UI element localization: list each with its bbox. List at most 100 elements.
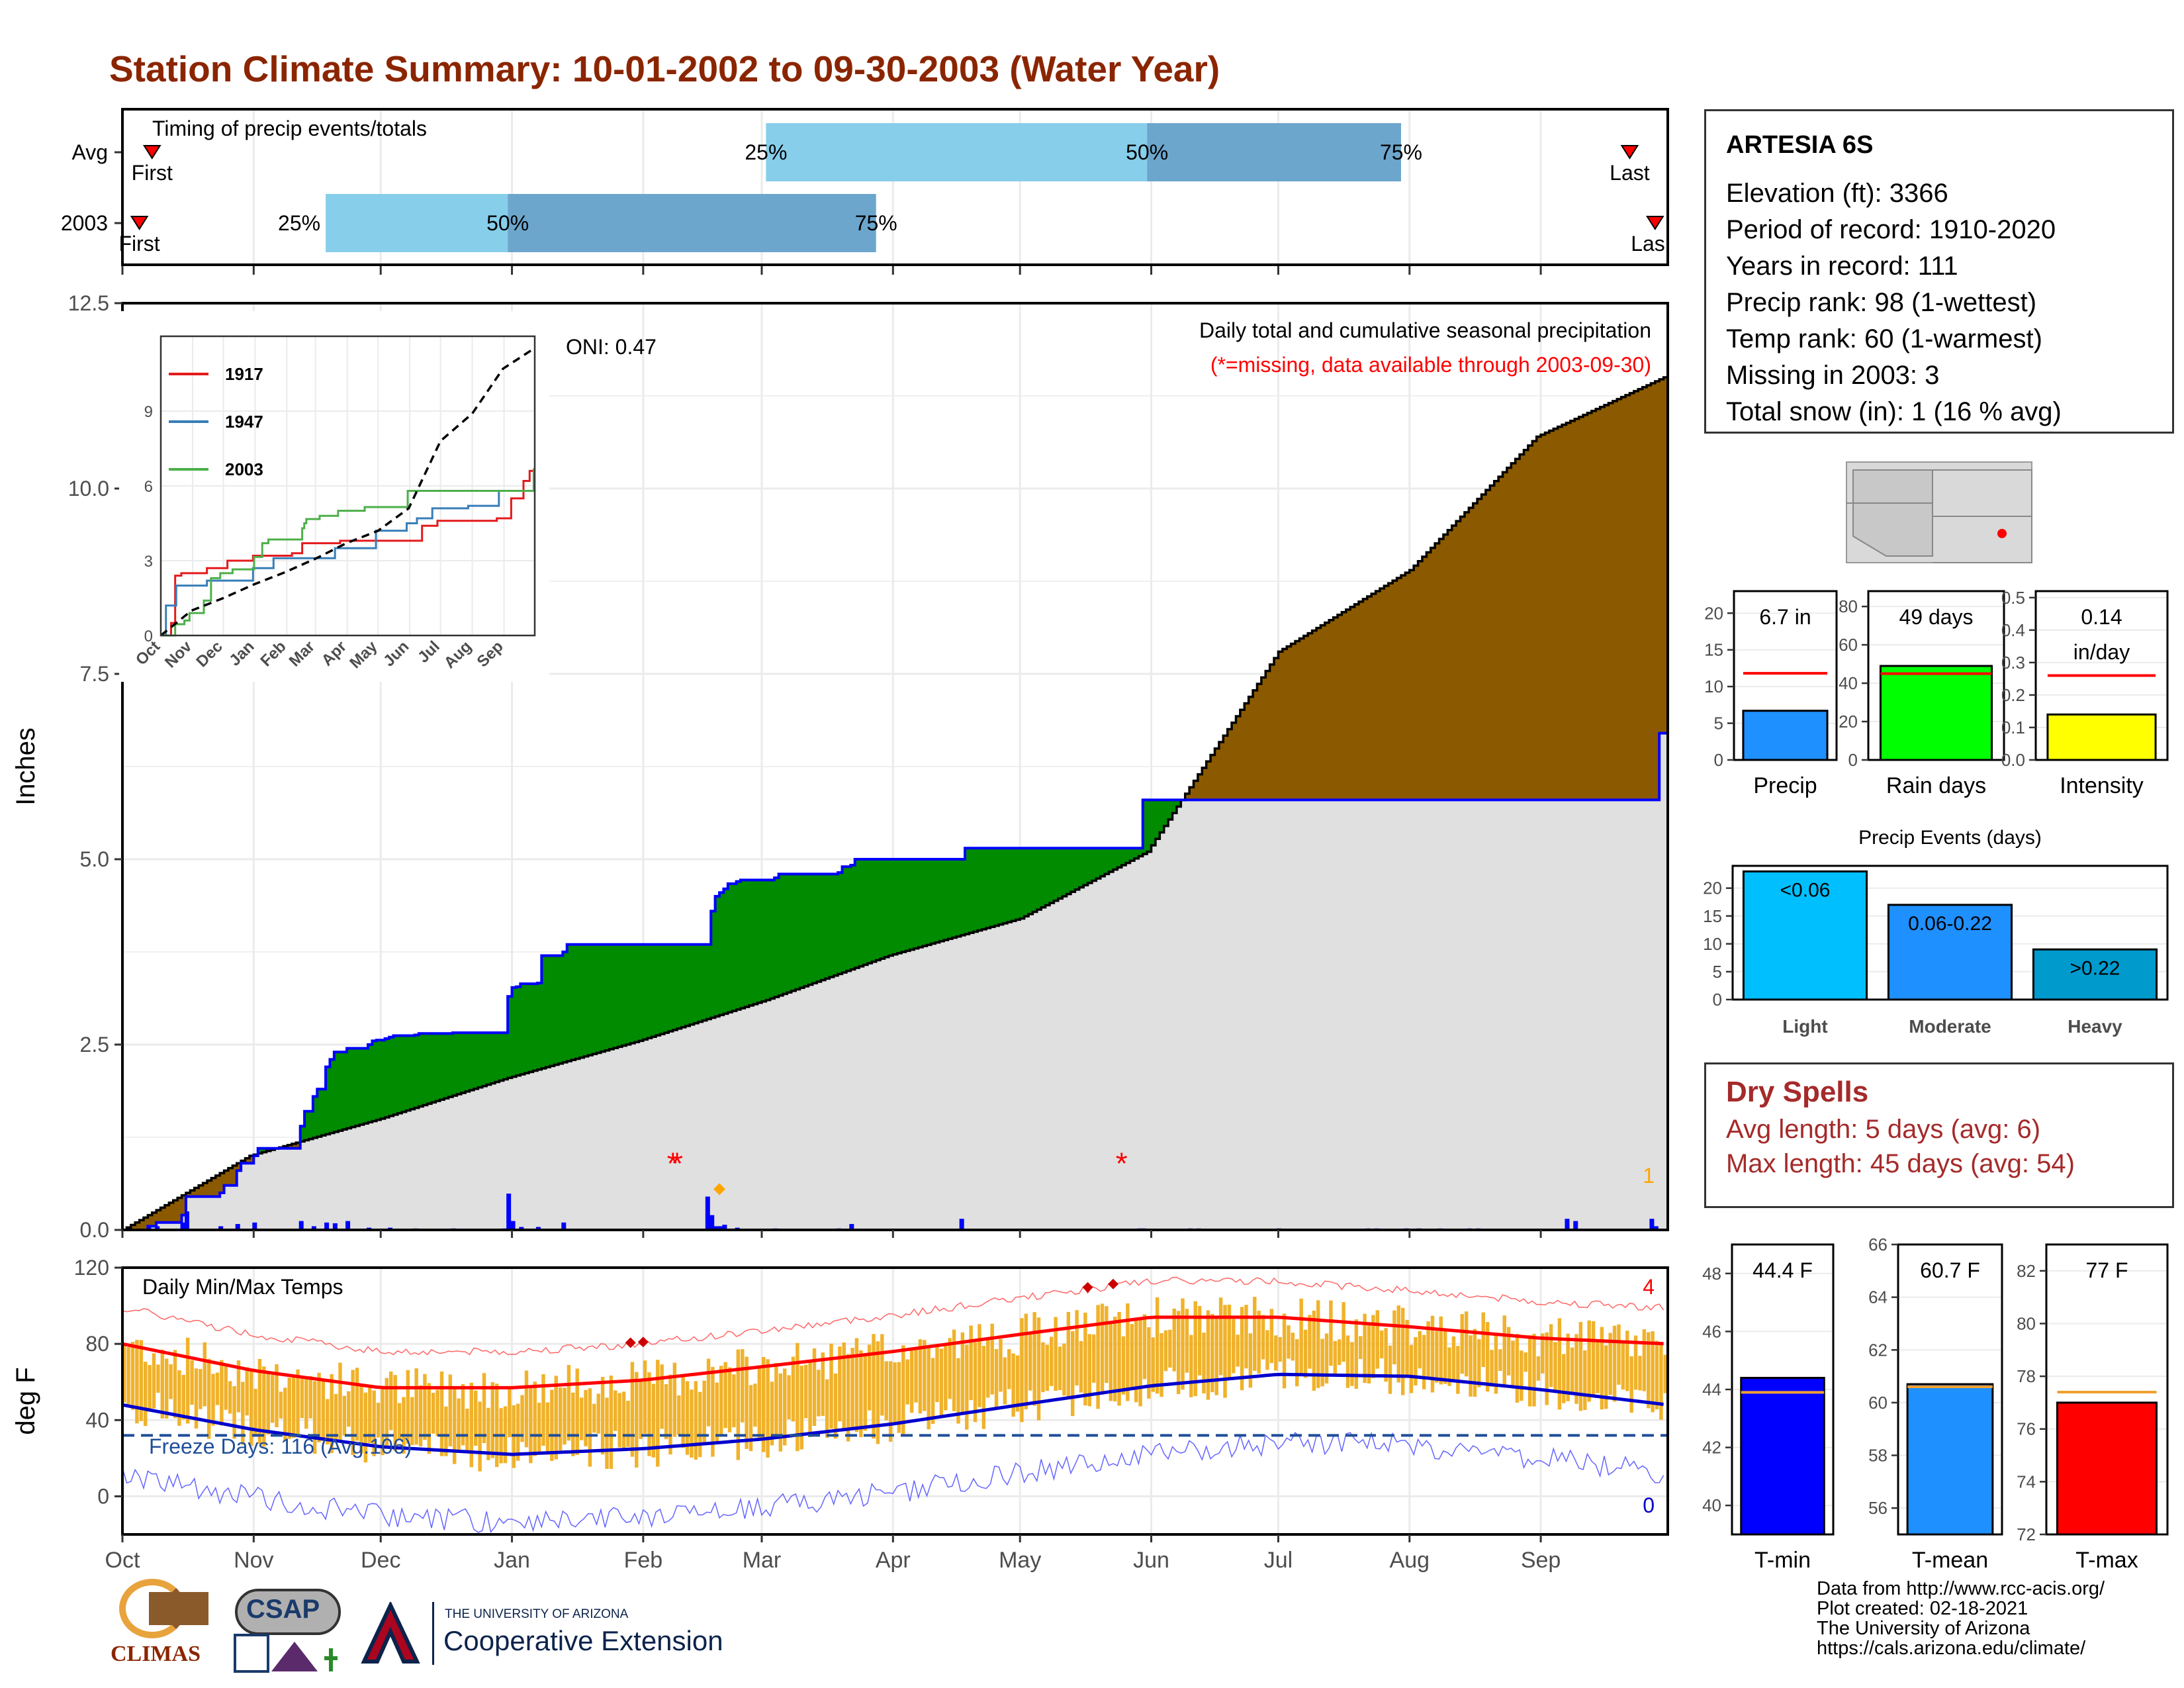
daily-temp-bar: [1312, 1310, 1316, 1391]
cum-y-tick-label: 0.0: [80, 1218, 109, 1242]
daily-temp-bar: [1333, 1340, 1338, 1376]
station-elevation: Elevation (ft): 3366: [1726, 179, 1948, 208]
daily-temp-bar: [727, 1367, 732, 1432]
temp-y-tick-label: 80: [85, 1332, 109, 1356]
daily-temp-bar: [1202, 1333, 1206, 1393]
daily-temp-bar: [1320, 1338, 1324, 1387]
precip-summary-panel: 0 5 10 15 20 6.7 in Precip 0 20 40 60 80 49 days Rain…: [1704, 588, 2169, 798]
daily-temp-bar: [1566, 1333, 1570, 1401]
daily-temp-bar: [452, 1389, 457, 1464]
credits-data-source: Data from http://www.rcc-acis.org/: [1817, 1578, 2105, 1599]
daily-temp-bar: [630, 1362, 635, 1457]
temp-summary-2-y-tick-label: 74: [2017, 1472, 2036, 1491]
credits-url: https://cals.arizona.edu/climate/: [1817, 1638, 2086, 1659]
timing-first-marker: [142, 145, 161, 160]
daily-temp-bar: [702, 1380, 706, 1444]
timing-panel: Timing of precip events/totals Avg First La…: [61, 108, 1669, 275]
daily-temp-bar: [753, 1383, 757, 1427]
month-label: Apr: [876, 1548, 911, 1573]
record-high-marker: [637, 1336, 649, 1348]
daily-temp-bar: [1024, 1313, 1028, 1409]
precip-summary-2-bar: [2046, 713, 2157, 761]
daily-temp-bar: [1451, 1336, 1456, 1380]
temp-summary-0-y-tick-label: 48: [1702, 1264, 1721, 1284]
precip-summary-2-y-tick-label: 0.0: [2001, 750, 2025, 770]
daily-temp-bar: [1342, 1302, 1345, 1362]
daily-temp-bar: [406, 1370, 410, 1444]
daily-temp-bar: [745, 1356, 749, 1449]
record-high-line: [122, 1276, 1664, 1356]
precip-summary-1-border: [1867, 590, 2005, 761]
daily-temp-bar: [1464, 1311, 1469, 1377]
daily-temp-bar: [1011, 1353, 1015, 1417]
record-high-marker: [1107, 1278, 1118, 1289]
daily-temp-bar: [897, 1362, 901, 1433]
temp-summary-0-y-tick-label: 40: [1702, 1495, 1721, 1515]
credits-plot-date: Plot created: 02-18-2021: [1817, 1598, 2028, 1619]
events-bar: [1742, 870, 1868, 1001]
precip-summary-1-y-tick-label: 40: [1839, 673, 1858, 693]
daily-temp-bar: [1359, 1336, 1363, 1360]
daily-temp-bar: [541, 1374, 545, 1446]
daily-precip-bar: [1649, 1219, 1655, 1230]
month-label: Feb: [624, 1548, 663, 1573]
cum-avg-line: [122, 376, 1668, 1231]
precip-summary-2-border: [2034, 590, 2169, 761]
temp-y-tick-label: 0: [97, 1484, 109, 1508]
record-high-count: 4: [1643, 1275, 1655, 1299]
daily-temp-bar: [1054, 1317, 1058, 1391]
cum-y-tick-label: 5.0: [80, 847, 109, 871]
month-label: Aug: [1390, 1548, 1430, 1573]
daily-temp-bar: [694, 1381, 698, 1460]
daily-temp-bar: [1414, 1336, 1418, 1385]
daily-temp-bar: [660, 1364, 664, 1429]
daily-temp-bar: [732, 1374, 736, 1428]
precip-summary-0-y-tick-label: 0: [1714, 750, 1723, 770]
daily-temp-bar: [1100, 1303, 1105, 1395]
daily-temp-bar: [1223, 1305, 1227, 1398]
csap-logo: CSAP: [232, 1585, 347, 1678]
daily-temp-bar: [224, 1366, 228, 1410]
daily-temp-bar: [503, 1406, 508, 1464]
daily-temp-bar: [1426, 1321, 1430, 1378]
station-snow: Total snow (in): 1 (16 % avg): [1726, 397, 2062, 426]
daily-temp-bar: [1147, 1327, 1151, 1399]
daily-temp-bar: [939, 1348, 944, 1416]
precip-summary-1-category-label: Rain days: [1886, 773, 1986, 798]
daily-temp-bar: [1058, 1346, 1062, 1390]
cum-border: [121, 302, 1669, 1231]
daily-temp-bar: [381, 1386, 385, 1456]
daily-temp-bar: [241, 1382, 245, 1445]
station-marker: [1997, 529, 2007, 538]
daily-temp-bar: [156, 1364, 160, 1393]
daily-temp-bar: [893, 1362, 897, 1423]
daily-temp-bar: [1409, 1344, 1414, 1393]
precip-summary-0-y-tick-label: 5: [1714, 714, 1723, 733]
events-bar-label: >0.22: [2070, 957, 2120, 979]
daily-temp-bar: [317, 1372, 321, 1442]
cum-annotation: Daily total and cumulative seasonal prec…: [1199, 318, 1651, 342]
daily-temp-bar: [1278, 1337, 1282, 1362]
daily-temp-bar: [944, 1345, 948, 1411]
temp-summary-2-y-tick-label: 82: [2017, 1261, 2036, 1281]
daily-temp-bar: [1257, 1311, 1261, 1374]
month-label: Sep: [1521, 1548, 1561, 1573]
daily-temp-bar: [1587, 1320, 1591, 1402]
daily-temp-bar: [571, 1392, 575, 1456]
daily-temp-bar: [635, 1372, 639, 1468]
daily-temp-bar: [782, 1368, 787, 1446]
timing-p25-label: 25%: [745, 140, 787, 164]
daily-temp-bar: [761, 1356, 766, 1452]
daily-temp-bar: [973, 1342, 978, 1423]
daily-temp-bar: [876, 1341, 880, 1444]
temp-summary-1-y-tick-label: 56: [1868, 1498, 1888, 1518]
daily-temp-bar: [698, 1391, 702, 1458]
daily-temp-bar: [312, 1381, 317, 1454]
temp-y-tick-label: 120: [74, 1256, 109, 1280]
inset-border: [159, 335, 536, 637]
credits: Data from http://www.rcc-acis.org/ Plot …: [1817, 1579, 2105, 1658]
temp-summary-2-border: [2045, 1243, 2169, 1536]
daily-temp-bar: [1583, 1350, 1587, 1410]
daily-temp-bar: [215, 1372, 220, 1405]
daily-precip-bar: [311, 1226, 316, 1230]
